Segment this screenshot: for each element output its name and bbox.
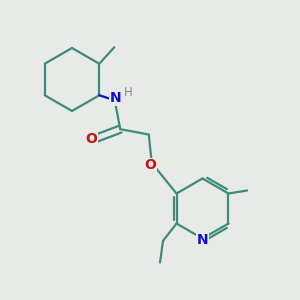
Text: O: O <box>144 158 156 172</box>
Text: H: H <box>124 86 133 99</box>
Text: N: N <box>110 91 122 105</box>
Text: N: N <box>197 233 208 247</box>
Text: O: O <box>85 132 97 146</box>
